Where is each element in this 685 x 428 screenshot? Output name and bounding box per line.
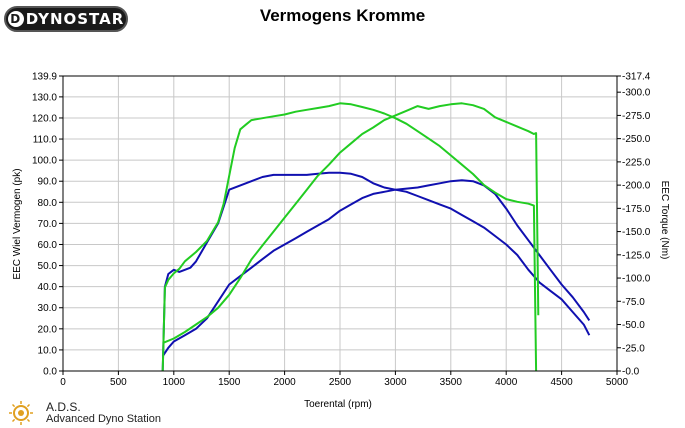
- x-tick-label: 500: [110, 377, 127, 388]
- y2-tick-label: -300.0: [622, 88, 651, 99]
- y2-tick-label: -225.0: [622, 157, 651, 168]
- x-tick-label: 1000: [163, 377, 186, 388]
- y2-tick-label: -150.0: [622, 227, 651, 238]
- y-tick-label: 139.9: [32, 72, 57, 83]
- x-tick-label: 3000: [384, 377, 407, 388]
- y-tick-label: 20.0: [38, 324, 58, 335]
- y-tick-label: 130.0: [32, 92, 57, 103]
- y-tick-label: 100.0: [32, 156, 57, 167]
- y2-tick-label: -250.0: [622, 134, 651, 145]
- y2-tick-label: -50.0: [622, 320, 645, 331]
- y2-tick-label: -200.0: [622, 181, 651, 192]
- series-line-torque-3: [162, 102, 540, 345]
- y-tick-label: 110.0: [33, 135, 58, 146]
- y2-tick-label: -317.4: [622, 72, 651, 83]
- ads-abbr: A.D.S.: [46, 400, 81, 414]
- y2-axis-label: EEC Torque (Nm): [659, 181, 670, 260]
- x-tick-label: 4500: [550, 377, 573, 388]
- y-tick-label: 70.0: [38, 219, 58, 230]
- x-tick-label: 4000: [495, 377, 518, 388]
- x-axis-label: Toerental (rpm): [304, 399, 372, 410]
- series-line-torque-2: [161, 102, 538, 372]
- y-tick-label: 60.0: [38, 240, 58, 251]
- plot-frame: [62, 75, 618, 372]
- ads-full-name: Advanced Dyno Station: [46, 413, 161, 425]
- y2-tick-label: -125.0: [622, 250, 651, 261]
- y-tick-label: 50.0: [38, 261, 58, 272]
- y-tick-label: 30.0: [38, 303, 58, 314]
- x-tick-label: 0: [60, 377, 66, 388]
- ads-footer: A.D.S. Advanced Dyno Station: [8, 398, 208, 428]
- ads-sun-icon: [9, 401, 33, 425]
- y2-tick-label: -0.0: [622, 367, 640, 378]
- y-tick-label: 10.0: [38, 345, 58, 356]
- series-line-power-1: [161, 171, 591, 372]
- plot-area: [161, 102, 591, 372]
- y2-tick-label: -75.0: [622, 297, 645, 308]
- y-tick-label: 90.0: [38, 177, 58, 188]
- y2-tick-label: -175.0: [622, 204, 651, 215]
- dynostar-logo: D DYNOSTAR: [4, 6, 128, 32]
- chart-title: Vermogens Kromme: [259, 6, 426, 25]
- y2-tick-label: -275.0: [622, 111, 651, 122]
- x-tick-label: 1500: [218, 377, 241, 388]
- y-axis-label: EEC Wiel Vermogen (pk): [12, 168, 23, 279]
- x-tick-label: 2500: [329, 377, 352, 388]
- grid: [62, 75, 618, 372]
- y-tick-label: 80.0: [38, 198, 58, 209]
- logo-text: DYNOSTAR: [25, 10, 125, 28]
- y2-tick-label: -25.0: [622, 343, 645, 354]
- y-tick-label: 0.0: [43, 367, 57, 378]
- y-tick-label: 40.0: [38, 282, 58, 293]
- axes: 0 500 1000 1500 2000 2500 3000 3500 4000 4500 5000…: [32, 72, 651, 389]
- logo-mark-icon: D: [7, 11, 24, 27]
- x-tick-label: 2000: [273, 377, 296, 388]
- y-tick-label: 120.0: [32, 113, 57, 124]
- x-tick-label: 5000: [606, 377, 629, 388]
- y2-tick-label: -100.0: [622, 274, 651, 285]
- series-line-power-0: [161, 179, 591, 357]
- x-tick-label: 3500: [440, 377, 463, 388]
